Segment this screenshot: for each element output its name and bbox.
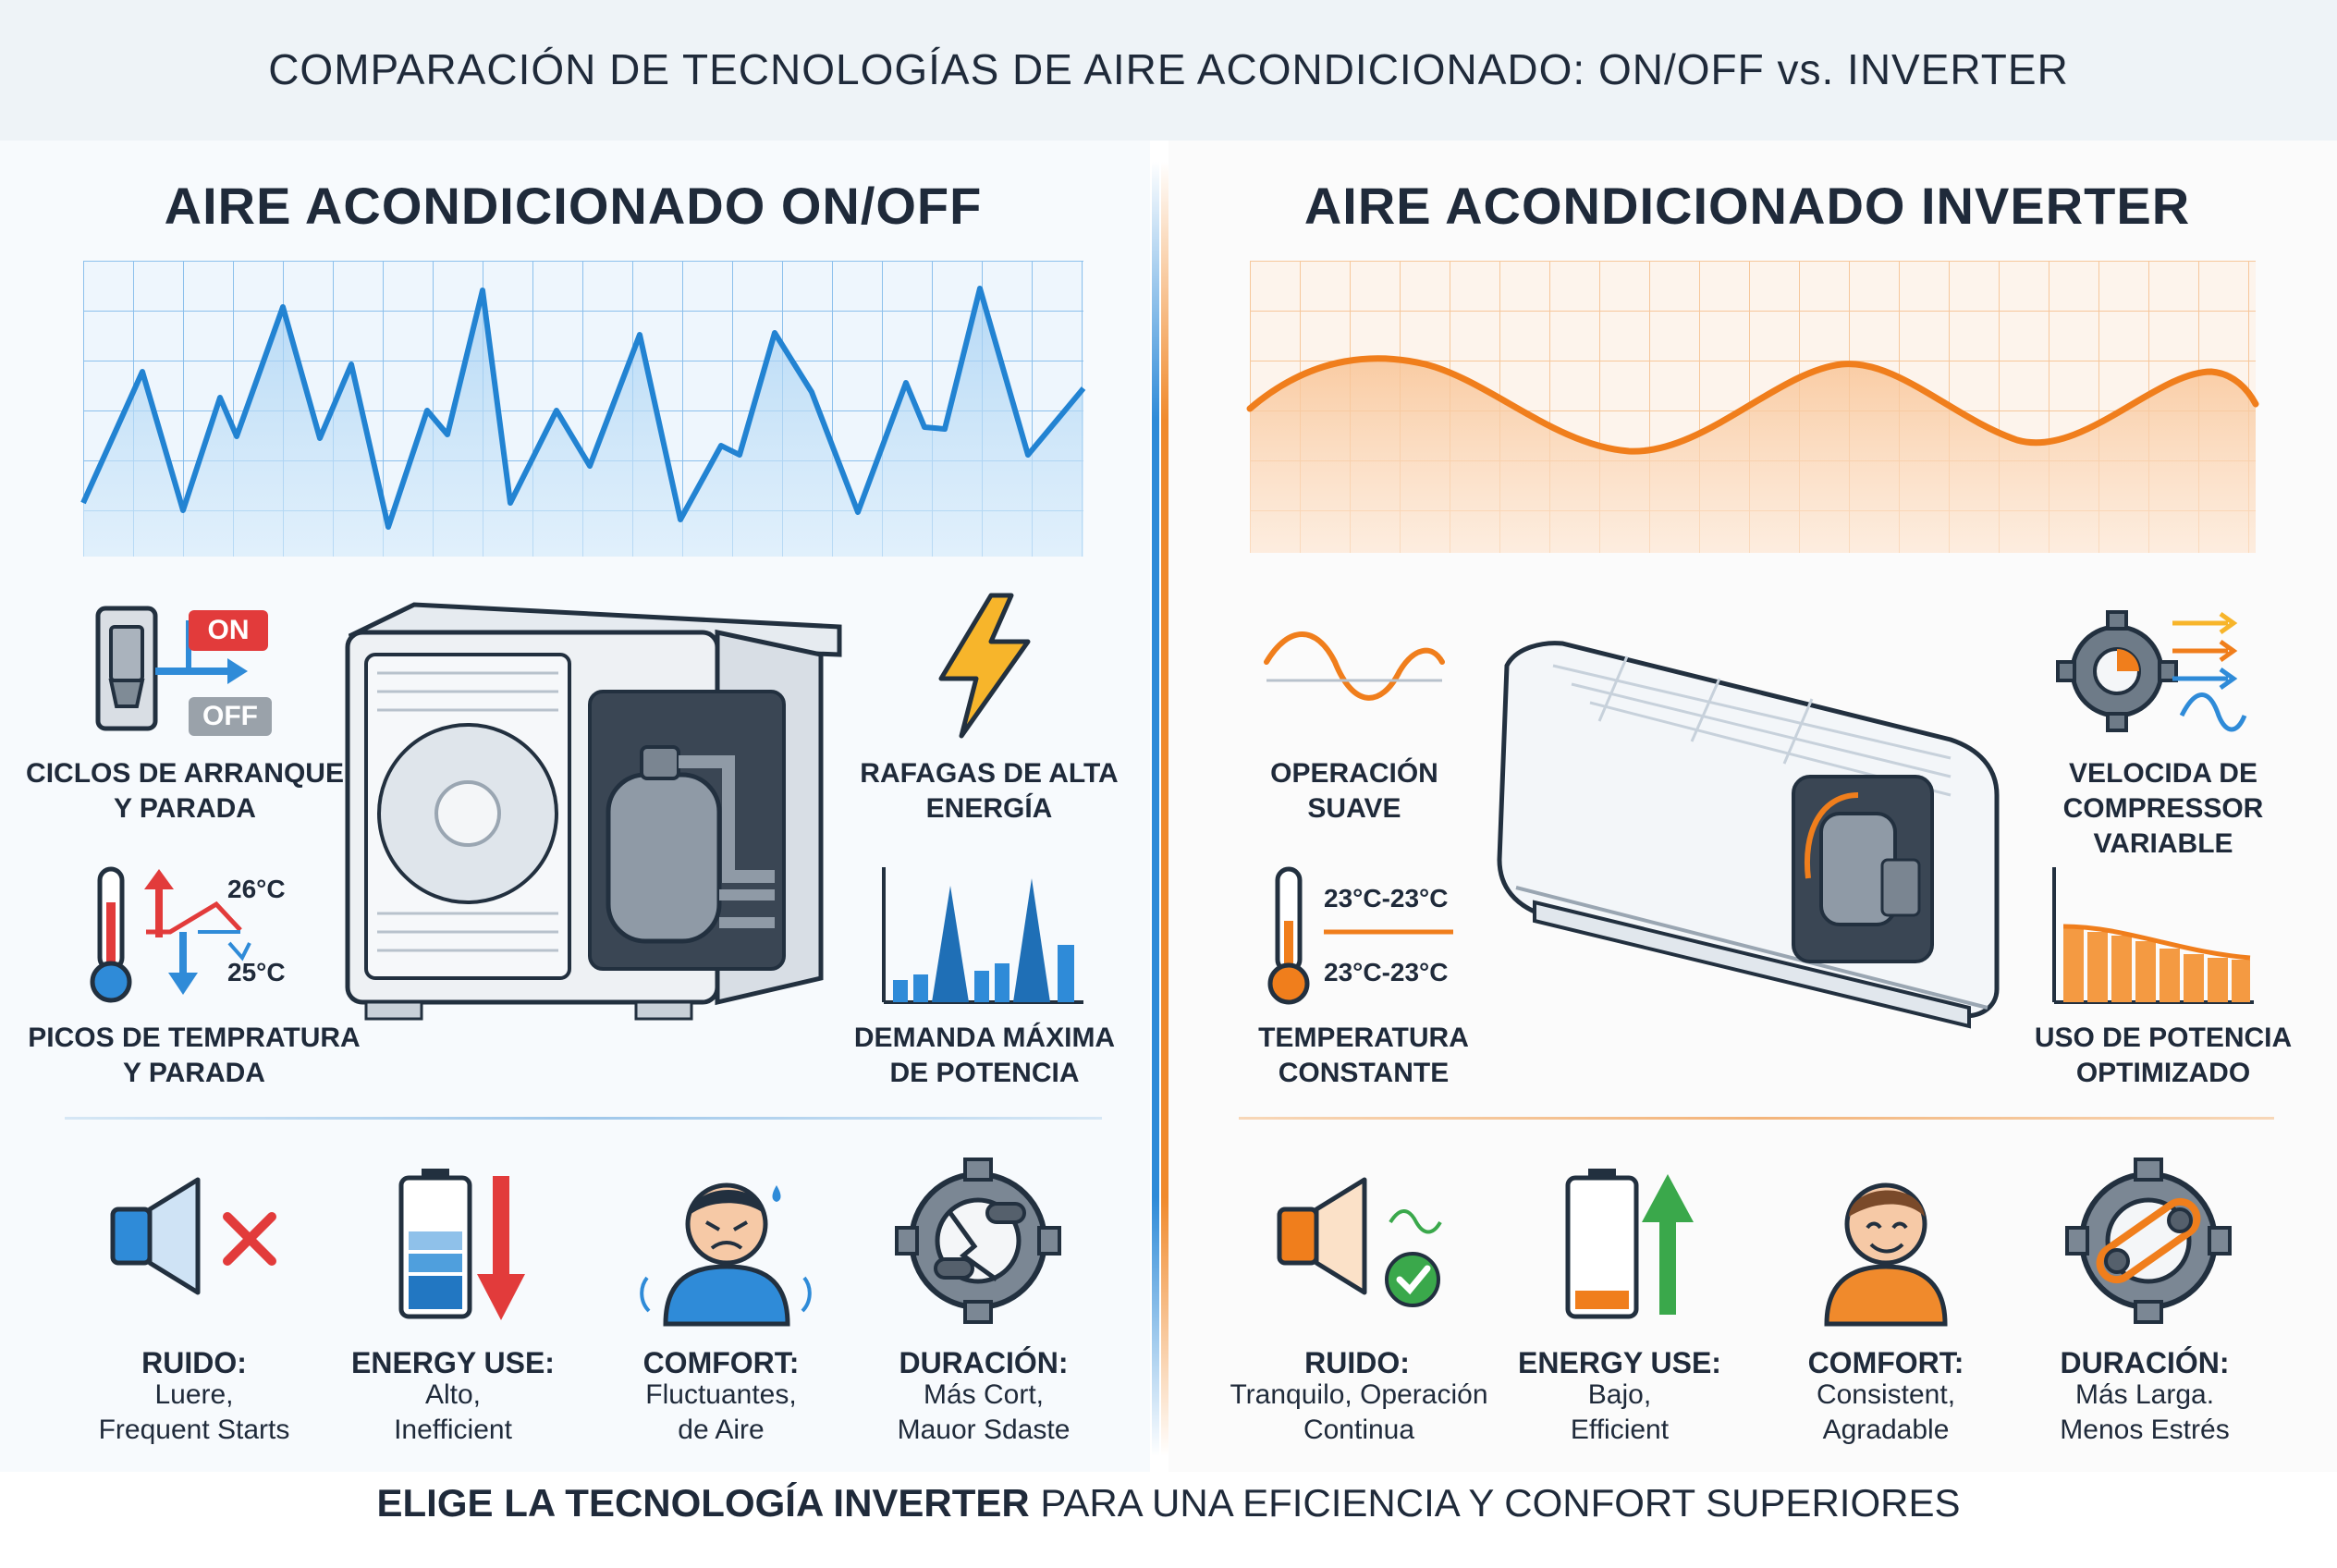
page-title: COMPARACIÓN DE TECNOLOGÍAS DE AIRE ACOND… — [268, 45, 2069, 93]
optimized-power-chart-icon — [2052, 867, 2254, 1004]
temp-low-onoff: 25°C — [227, 958, 286, 986]
label-temp-peaks: PICOS DE TEMPRATURA Y PARADA — [28, 1023, 361, 1088]
onoff-heading: AIRE ACONDICIONADO ON/OFF — [164, 177, 983, 235]
inverter-comfort-desc: Consistent, Agradable — [1816, 1379, 1956, 1445]
battery-up-icon — [1565, 1169, 1694, 1319]
switch-off-tag: OFF — [189, 697, 272, 736]
onoff-comfort-title: COMFORT: — [642, 1346, 800, 1379]
peak-demand-chart-icon — [882, 867, 1083, 1004]
smooth-wave-icon — [1264, 631, 1445, 701]
inverter-duration-desc: Más Larga. Menos Estrés — [2060, 1379, 2230, 1445]
label-optimized: USO DE POTENCIA OPTIMIZADO — [2034, 1023, 2293, 1088]
footer-slogan-bold: ELIGE LA TECNOLOGÍA INVERTER — [376, 1481, 1030, 1525]
label-cycles: CICLOS DE ARRANQUE Y PARADA — [26, 758, 344, 824]
indoor-ac-unit-icon — [1497, 641, 2000, 1029]
center-divider — [1152, 162, 1168, 1456]
inverter-noise-title: RUIDO: — [1304, 1346, 1410, 1379]
gear-chain-icon — [2065, 1158, 2232, 1324]
onoff-noise-desc: Luere, Frequent Starts — [98, 1379, 290, 1445]
footer-slogan: ELIGE LA TECNOLOGÍA INVERTER PARA UNA EF… — [0, 1481, 2337, 1525]
footer-slogan-rest: PARA UNA EFICIENCIA Y CONFORT SUPERIORES — [1029, 1481, 1961, 1525]
label-variable: VELOCIDA DE COMPRESSOR VARIABLE — [2062, 758, 2264, 859]
outdoor-ac-unit-icon — [345, 602, 842, 1021]
inverter-heading: AIRE ACONDICIONADO INVERTER — [1303, 177, 2191, 235]
label-max-demand: DEMANDA MÁXIMA DE POTENCIA — [853, 1023, 1116, 1088]
onoff-fluctuation-graph — [80, 261, 1086, 557]
on-off-switch-icon — [95, 606, 248, 731]
onoff-noise-title: RUIDO: — [141, 1346, 247, 1379]
uncomfortable-person-icon — [640, 1182, 812, 1327]
onoff-duration-title: DURACIÓN: — [899, 1346, 1069, 1379]
title-bar — [0, 0, 2337, 141]
inverter-energy-title: ENERGY USE: — [1518, 1346, 1721, 1379]
onoff-energy-title: ENERGY USE: — [351, 1346, 555, 1379]
inverter-comfort-title: COMFORT: — [1807, 1346, 1964, 1379]
onoff-energy-desc: Alto, Inefficient — [394, 1379, 512, 1445]
label-smooth: OPERACIÓN SUAVE — [1270, 758, 1438, 824]
speaker-check-icon — [1277, 1177, 1442, 1307]
temp-high-inverter: 23°C-23°C — [1324, 884, 1449, 913]
speaker-muted-icon — [110, 1177, 276, 1295]
happy-person-icon — [1824, 1182, 1948, 1327]
label-bursts: RAFAGAS DE ALTA ENERGÍA — [860, 758, 1119, 824]
lightning-bolt-icon — [938, 593, 1031, 739]
battery-down-icon — [398, 1169, 525, 1320]
variable-speed-gear-icon — [2056, 610, 2247, 732]
switch-on-tag: ON — [189, 610, 268, 651]
separator-right — [1239, 1117, 2274, 1120]
inverter-energy-desc: Bajo, Efficient — [1570, 1379, 1670, 1445]
onoff-comfort-desc: Fluctuantes, de Aire — [645, 1379, 797, 1445]
thermometer-fluctuating-icon — [90, 866, 251, 1003]
inverter-duration-title: DURACIÓN: — [2060, 1346, 2230, 1379]
inverter-smooth-graph — [1246, 261, 2259, 553]
thermometer-constant-icon — [1267, 866, 1453, 1005]
onoff-duration-desc: Más Cort, Mauor Sdaste — [897, 1379, 1071, 1445]
broken-gear-icon — [895, 1158, 1061, 1324]
label-constant: TEMPERATURA CONSTANTE — [1258, 1023, 1469, 1088]
temp-high-onoff: 26°C — [227, 875, 286, 903]
temp-low-inverter: 23°C-23°C — [1324, 958, 1449, 986]
separator-left — [65, 1117, 1102, 1120]
inverter-noise-desc: Tranquilo, Operación Continua — [1230, 1379, 1488, 1445]
